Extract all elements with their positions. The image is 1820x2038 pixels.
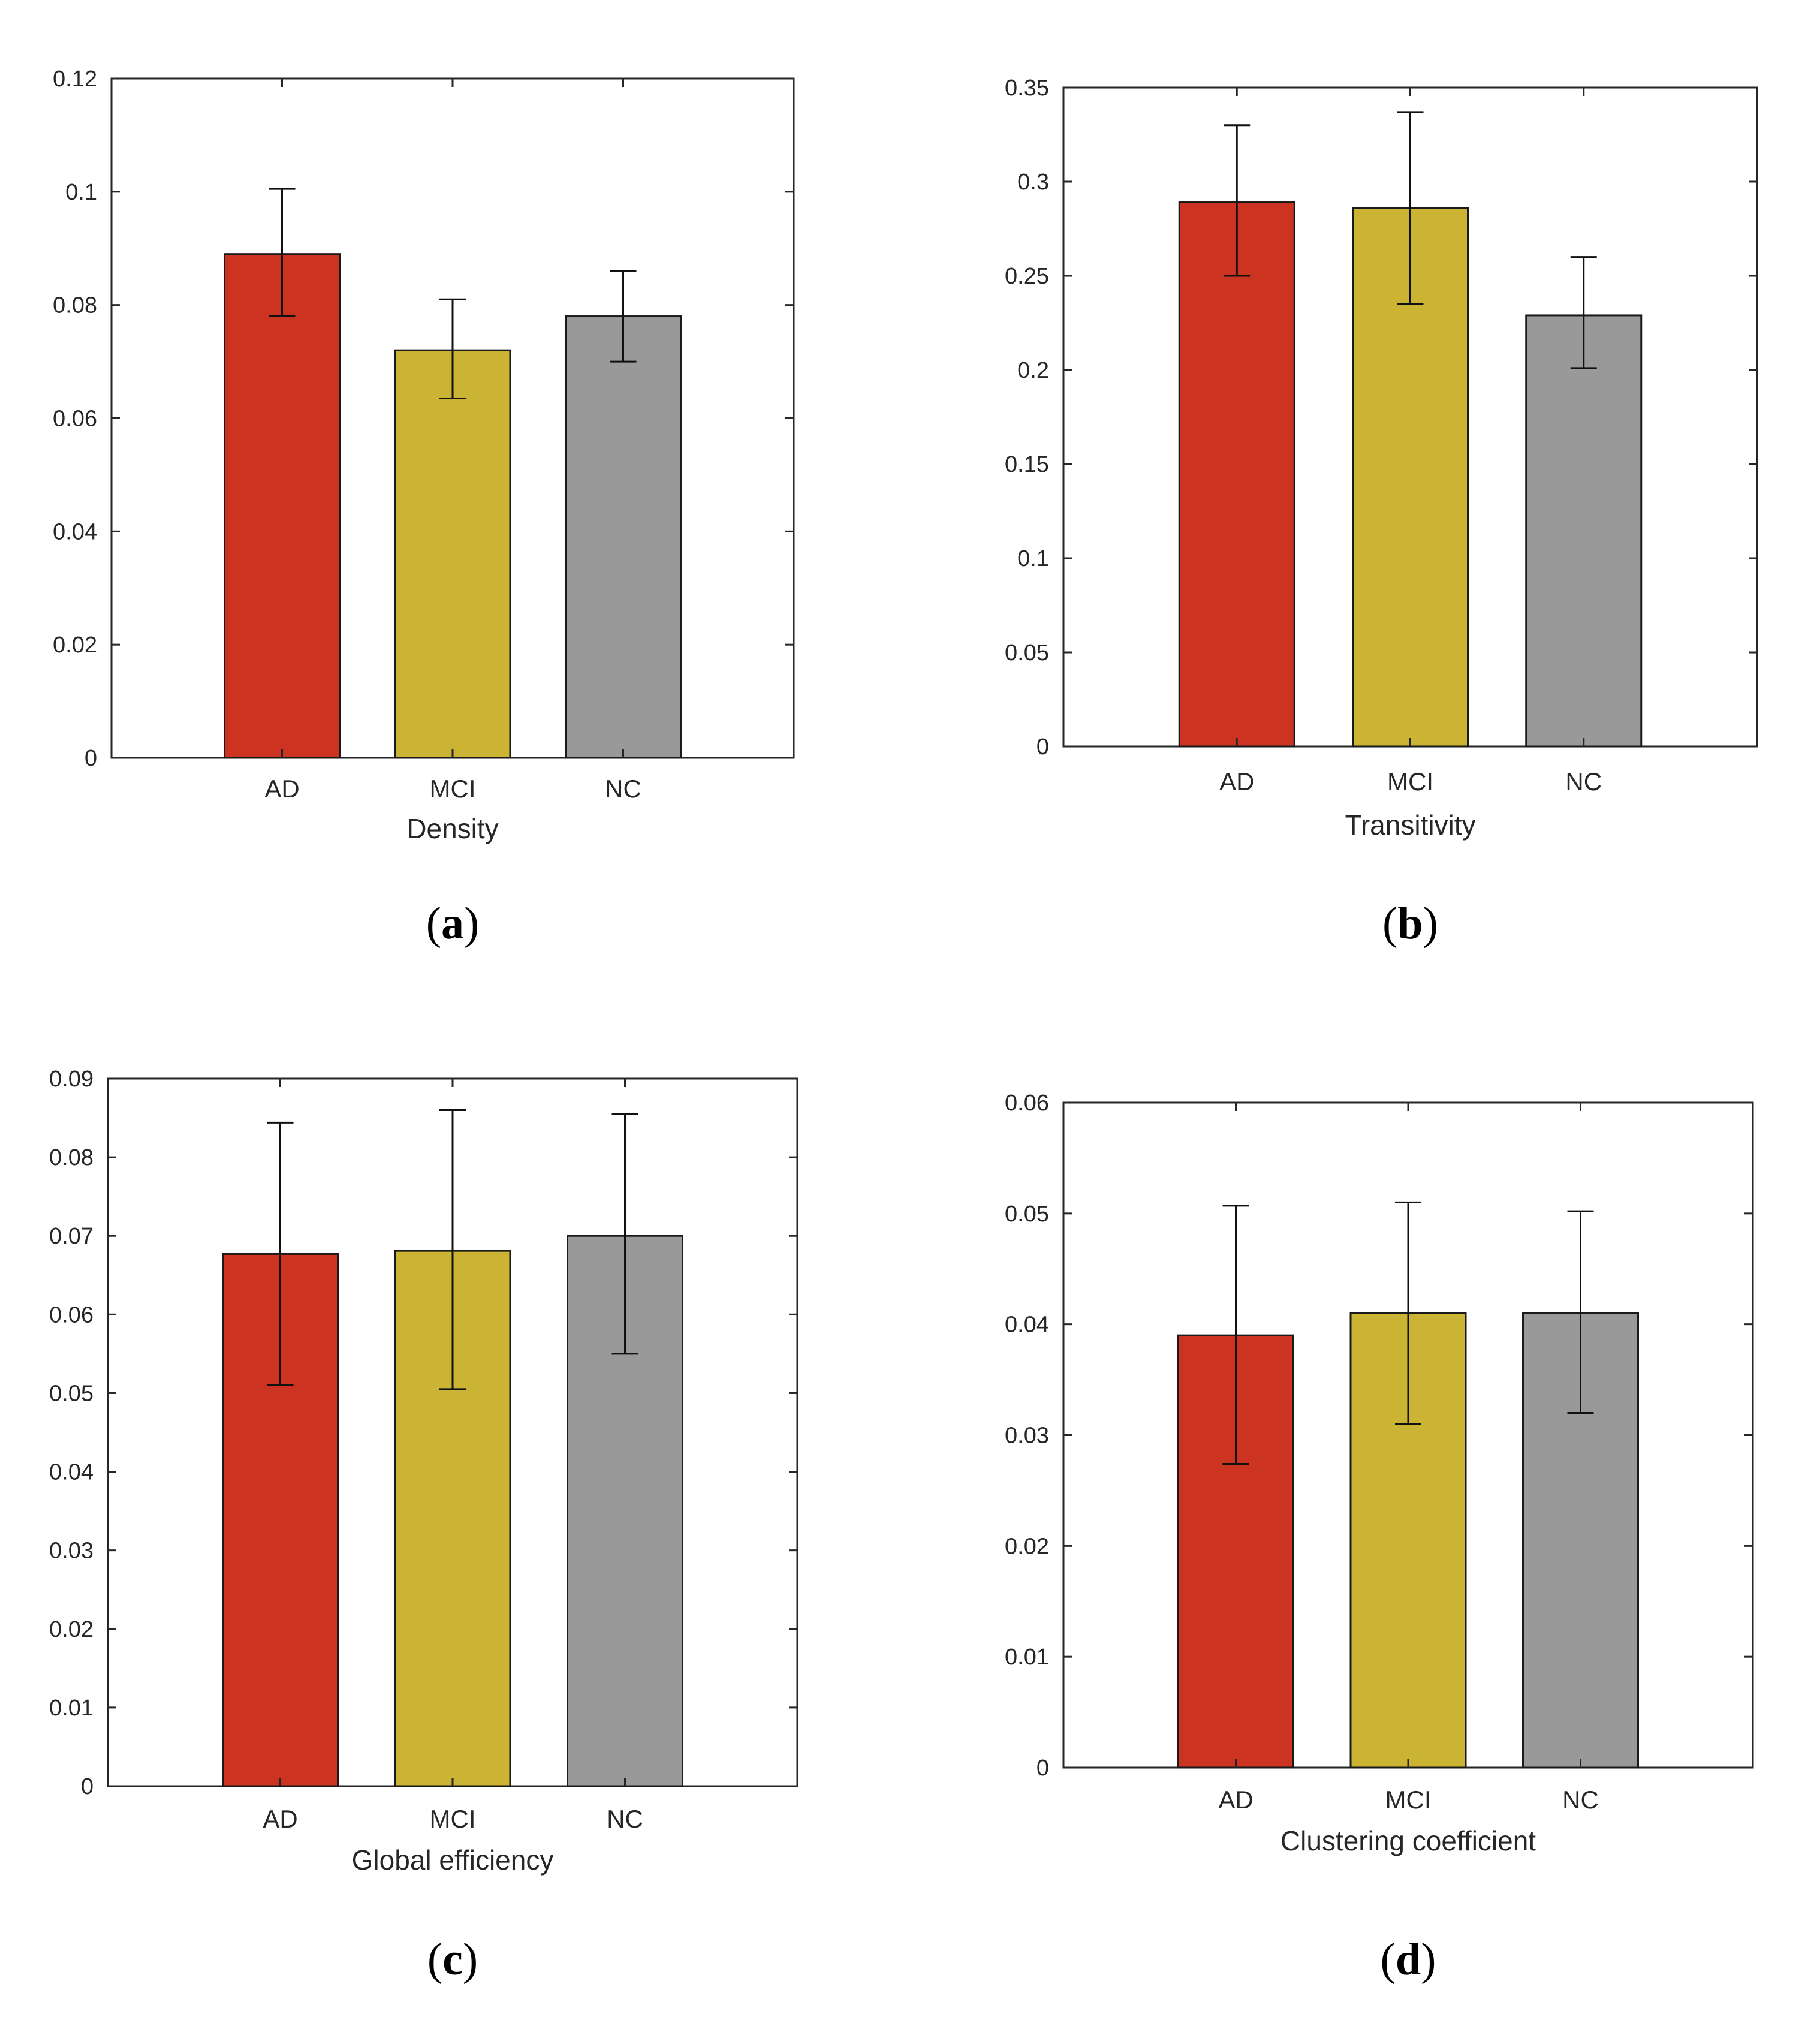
- bar-nc: [1525, 314, 1643, 748]
- panel-label-letter: b: [1397, 898, 1423, 949]
- chart-panel-a: 0 0.02 0.04 0.06 0.08 0.1 0.12 AD MCI NC Density (a…: [53, 67, 795, 949]
- y-tick-label: 0.03: [49, 1539, 94, 1564]
- y-tick-label: 0.05: [1005, 1202, 1049, 1227]
- y-tick-label: 0: [85, 746, 97, 771]
- error-bar-mci: [1395, 1201, 1421, 1425]
- panel-label-open: (: [427, 1934, 442, 1985]
- y-tick-label: 0.25: [1005, 264, 1049, 289]
- y-tick-label: 0.06: [53, 407, 97, 432]
- y-tick-label: 0.04: [49, 1460, 94, 1485]
- x-tick-label-mci: MCI: [430, 775, 476, 803]
- error-bar-ad: [1222, 1205, 1249, 1465]
- x-tick-label-nc: NC: [1565, 767, 1602, 796]
- x-tick-label-ad: AD: [263, 1805, 297, 1833]
- panel-label-d: (d): [1381, 1934, 1436, 1985]
- chart-panel-b: 0 0.05 0.1 0.15 0.2 0.25 0.3 0.35 AD MCI NC Transit…: [1005, 76, 1758, 949]
- y-tick-label: 0.05: [49, 1381, 94, 1406]
- y-tick-label: 0.12: [53, 67, 97, 92]
- x-tick-label-nc: NC: [607, 1805, 643, 1833]
- y-tick-label: 0.07: [49, 1224, 94, 1249]
- panel-label-b: (b): [1382, 898, 1438, 949]
- bar-nc: [565, 315, 682, 759]
- y-tick-label: 0.3: [1017, 170, 1049, 195]
- panel-label-letter: d: [1396, 1934, 1421, 1985]
- y-tick-label: 0.35: [1005, 76, 1049, 101]
- bar-ad: [224, 253, 341, 759]
- y-tick-label: 0.04: [53, 519, 97, 544]
- x-tick-label-ad: AD: [1218, 1786, 1253, 1814]
- y-tick-label: 0: [1036, 1756, 1049, 1781]
- panel-label-open: (: [426, 898, 441, 949]
- error-bar-nc: [1570, 256, 1597, 369]
- y-tick-label: 0.09: [49, 1067, 94, 1092]
- y-tick-label: 0.04: [1005, 1312, 1049, 1338]
- error-bar-mci: [439, 1109, 466, 1390]
- y-tick-label: 0.2: [1017, 358, 1049, 383]
- chart-panel-c: 0 0.01 0.02 0.03 0.04 0.05 0.06 0.07 0.08 0.09 AD M…: [49, 1067, 798, 1985]
- x-axis-title: Clustering coefficient: [1280, 1825, 1536, 1856]
- error-bar-ad: [267, 1121, 294, 1386]
- panel-label-letter: c: [442, 1934, 463, 1985]
- y-tick-label: 0.02: [53, 633, 97, 658]
- x-tick-label-mci: MCI: [1385, 1786, 1432, 1814]
- y-tick-label: 0.1: [65, 180, 97, 205]
- y-tick-label: 0.06: [1005, 1091, 1049, 1116]
- y-tick-label: 0.02: [49, 1617, 94, 1642]
- x-tick-label-mci: MCI: [1387, 767, 1433, 796]
- error-bar-nc: [611, 1113, 638, 1355]
- x-axis-title: Density: [406, 813, 498, 844]
- error-bar-mci: [1397, 111, 1424, 305]
- y-tick-label: 0.06: [49, 1302, 94, 1327]
- x-tick-label-ad: AD: [264, 775, 299, 803]
- bar-ad: [1178, 201, 1295, 748]
- y-tick-label: 0.08: [53, 293, 97, 318]
- panel-label-close: ): [1421, 1934, 1436, 1985]
- x-axis-title: Transitivity: [1345, 809, 1475, 841]
- panel-label-open: (: [1381, 1934, 1396, 1985]
- y-tick-label: 0.03: [1005, 1423, 1049, 1449]
- error-bar-ad: [269, 188, 296, 318]
- x-tick-label-mci: MCI: [430, 1805, 476, 1833]
- panel-label-close: ): [464, 898, 479, 949]
- panel-label-a: (a): [426, 898, 480, 949]
- y-tick-label: 0.15: [1005, 452, 1049, 477]
- x-tick-label-nc: NC: [1562, 1786, 1599, 1814]
- y-tick-label: 0.1: [1017, 546, 1049, 571]
- y-tick-label: 0.01: [49, 1696, 94, 1721]
- y-tick-label: 0.05: [1005, 640, 1049, 666]
- x-axis-title: Global efficiency: [352, 1844, 554, 1876]
- bar-mci: [394, 349, 511, 759]
- panel-label-close: ): [1423, 898, 1438, 949]
- y-tick-label: 0.08: [49, 1145, 94, 1170]
- panel-label-close: ): [463, 1934, 478, 1985]
- error-bar-nc: [610, 270, 637, 363]
- panel-label-c: (c): [427, 1934, 478, 1985]
- error-bar-ad: [1224, 124, 1251, 277]
- y-tick-label: 0: [81, 1774, 94, 1799]
- y-tick-label: 0.01: [1005, 1645, 1049, 1670]
- error-bar-mci: [439, 298, 466, 399]
- error-bar-nc: [1567, 1210, 1594, 1414]
- panel-label-open: (: [1382, 898, 1397, 949]
- panel-label-letter: a: [441, 898, 464, 949]
- y-tick-label: 0: [1036, 734, 1049, 760]
- y-tick-label: 0.02: [1005, 1534, 1049, 1559]
- x-tick-label-ad: AD: [1219, 767, 1254, 796]
- x-tick-label-nc: NC: [605, 775, 641, 803]
- chart-panel-d: 0 0.01 0.02 0.03 0.04 0.05 0.06 AD MCI NC Clusteri…: [1005, 1091, 1754, 1985]
